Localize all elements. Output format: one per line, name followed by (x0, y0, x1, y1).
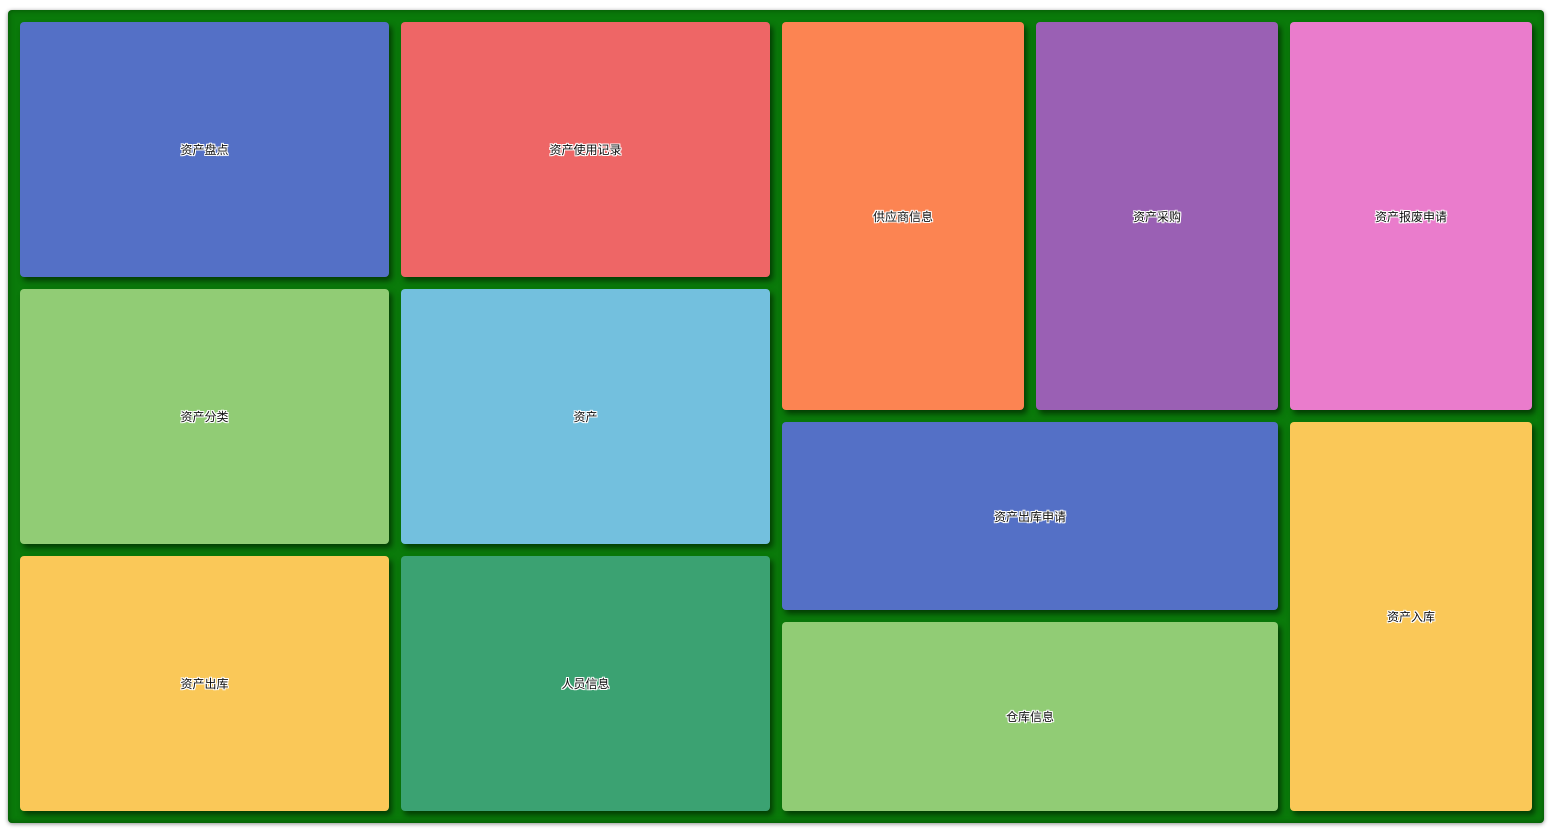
tile-label: 资产出库 (180, 677, 229, 691)
tile-asset[interactable]: 资产 (401, 289, 770, 544)
treemap-board: 资产盘点 资产使用记录 供应商信息 资产采购 资产报废申请 资产分类 资产 资产… (8, 10, 1544, 823)
tile-supplier-info[interactable]: 供应商信息 (782, 22, 1024, 410)
tile-label: 仓库信息 (1005, 710, 1054, 724)
tile-label: 人员信息 (561, 677, 610, 691)
tile-asset-scrap-request[interactable]: 资产报废申请 (1290, 22, 1532, 410)
tile-label: 资产使用记录 (549, 143, 622, 157)
tile-asset-usage-record[interactable]: 资产使用记录 (401, 22, 770, 277)
tile-label: 资产 (573, 410, 598, 424)
tile-label: 资产采购 (1132, 209, 1181, 224)
tile-asset-outbound-request[interactable]: 资产出库申请 (782, 422, 1278, 610)
tile-asset-inbound[interactable]: 资产入库 (1290, 422, 1532, 811)
tile-warehouse-info[interactable]: 仓库信息 (782, 622, 1278, 811)
tile-personnel-info[interactable]: 人员信息 (401, 556, 770, 811)
tile-asset-purchase[interactable]: 资产采购 (1036, 22, 1278, 410)
tile-label: 资产报废申请 (1374, 209, 1447, 224)
tile-asset-outbound[interactable]: 资产出库 (20, 556, 389, 811)
tile-asset-inventory[interactable]: 资产盘点 (20, 22, 389, 277)
tile-label: 资产入库 (1386, 610, 1435, 624)
tile-label: 资产出库申请 (993, 509, 1066, 524)
tile-asset-category[interactable]: 资产分类 (20, 289, 389, 544)
tile-label: 供应商信息 (872, 209, 933, 224)
tile-label: 资产分类 (180, 410, 229, 424)
tile-label: 资产盘点 (180, 143, 229, 157)
